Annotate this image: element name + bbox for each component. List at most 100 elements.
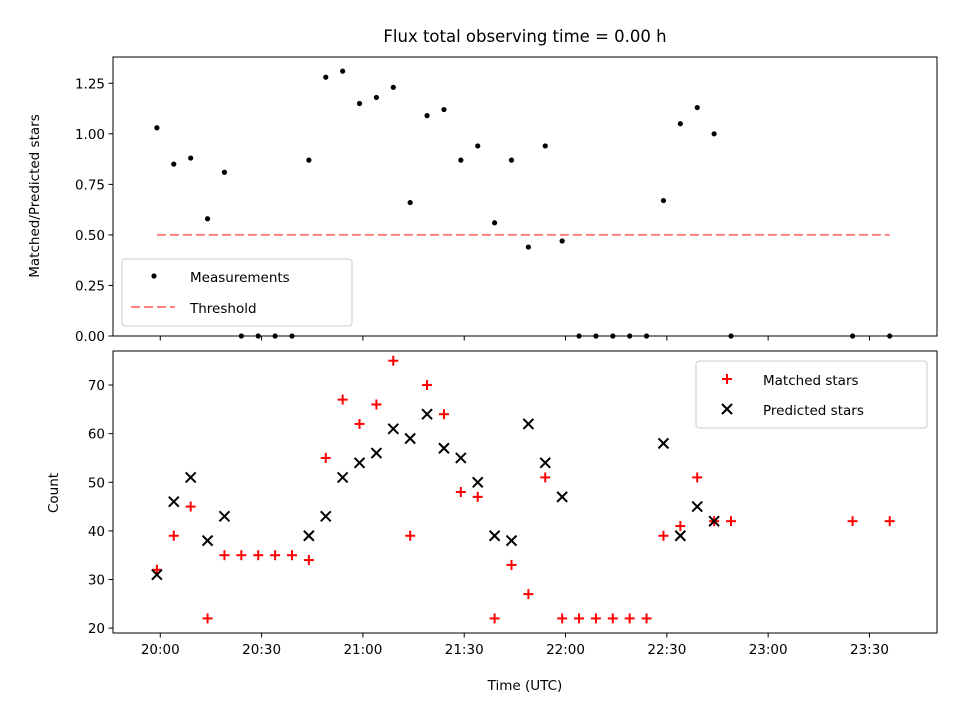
bottom-xtick-label: 23:00 — [749, 642, 788, 658]
predicted-point-b — [472, 476, 484, 488]
matched-point — [185, 501, 196, 512]
matched-point — [286, 550, 297, 561]
predicted-point — [168, 496, 180, 508]
predicted-point-b — [674, 530, 687, 542]
predicted-point-b — [539, 457, 551, 469]
bottom-ytick-label: 20 — [88, 621, 105, 637]
predicted-point-b — [336, 471, 349, 484]
predicted-point-b — [505, 534, 518, 547]
bottom-ytick-label: 30 — [88, 573, 105, 589]
measurement-point — [492, 220, 498, 226]
legend-matched-label: Matched stars — [763, 373, 859, 389]
top-ylabel: Matched/Predicted stars — [27, 114, 43, 277]
matched-point — [253, 550, 264, 561]
matched-point — [303, 555, 314, 566]
measurement-point — [508, 157, 515, 163]
predicted-point-b — [387, 423, 400, 435]
bottom-xtick-label: 20:30 — [242, 642, 281, 658]
predicted-point — [184, 471, 197, 484]
predicted-point-b — [201, 534, 214, 547]
predicted-point-b — [218, 510, 231, 523]
bottom-panel: Count Time (UTC) 20 30 40 50 60 70 20:00 20:30… — [46, 350, 938, 694]
predicted-point-b — [320, 510, 332, 523]
measurement-point — [559, 238, 565, 244]
predicted-point-b — [691, 500, 703, 513]
predicted-point — [657, 437, 670, 450]
predicted-point — [404, 432, 416, 445]
matched-point — [388, 355, 399, 366]
legend-predicted-x-b — [721, 403, 733, 415]
measurement-point — [340, 68, 346, 74]
predicted-point — [674, 530, 687, 542]
matched-point — [624, 613, 635, 624]
predicted-point-b — [404, 432, 416, 445]
matched-point — [557, 613, 568, 624]
predicted-point — [421, 408, 433, 420]
measurement-point — [475, 143, 481, 149]
predicted-point-b — [438, 442, 450, 454]
legend-matched-plus — [722, 374, 732, 384]
matched-point — [523, 589, 534, 600]
predicted-point — [455, 452, 467, 464]
legend-measurements-label: Measurements — [190, 270, 290, 286]
top-yticks: 0.00 0.25 0.50 0.75 1.00 1.25 — [75, 76, 113, 345]
bottom-axes-frame — [112, 350, 938, 634]
predicted-point — [303, 530, 315, 542]
matched-point — [489, 613, 500, 624]
top-series — [154, 68, 893, 339]
matched-point — [692, 472, 703, 483]
top-ytick-label: 1.25 — [75, 76, 105, 92]
predicted-point — [522, 418, 535, 430]
matched-point — [574, 613, 585, 624]
matched-point — [270, 550, 281, 561]
measurement-point — [660, 197, 667, 204]
predicted-point-b — [708, 515, 720, 527]
predicted-point-b — [488, 530, 501, 542]
measurement-point — [458, 157, 464, 163]
predicted-point — [556, 491, 568, 503]
top-panel: Flux total observing time = 0.00 h Match… — [27, 27, 938, 345]
predicted-point — [387, 423, 400, 435]
legend-predicted-marker — [721, 403, 733, 415]
predicted-point — [488, 530, 501, 542]
measurement-point — [188, 155, 194, 161]
legend-matched-marker — [722, 374, 732, 384]
predicted-point — [708, 515, 720, 527]
measurement-point — [204, 216, 211, 222]
matched-point — [219, 550, 230, 561]
matched-point — [405, 530, 416, 541]
bottom-ytick-label: 50 — [88, 475, 105, 491]
matched-point — [658, 530, 669, 541]
bottom-legend: Matched stars Predicted stars — [695, 360, 928, 429]
top-legend: Measurements Threshold — [121, 258, 353, 327]
predicted-point — [151, 568, 163, 581]
predicted-point — [201, 534, 214, 547]
measurement-point — [407, 199, 413, 206]
predicted-point — [218, 510, 231, 523]
matched-point — [438, 409, 449, 420]
matched-point — [675, 521, 686, 532]
predicted-point — [472, 476, 484, 488]
predicted-point-b — [370, 447, 383, 459]
matched-point — [641, 613, 652, 624]
matched-point — [422, 380, 433, 391]
matched-point — [151, 564, 162, 575]
bottom-ytick-label: 60 — [88, 427, 105, 443]
top-xticks — [159, 336, 870, 341]
top-legend-box — [121, 258, 353, 327]
predicted-point-b — [455, 452, 467, 464]
predicted-point-b — [184, 471, 197, 484]
bottom-xticks: 20:00 20:30 21:00 21:30 22:00 22:30 23:00 23:30 — [141, 633, 889, 658]
bottom-ytick-label: 70 — [88, 378, 105, 394]
matched-point — [202, 613, 213, 624]
matched-point — [371, 399, 382, 410]
bottom-xtick-label: 22:00 — [546, 642, 585, 658]
measurement-point — [323, 74, 329, 80]
predicted-point-b — [151, 568, 163, 581]
top-ytick-label: 0.00 — [75, 329, 105, 345]
bottom-xtick-label: 21:30 — [445, 642, 484, 658]
legend-threshold-label: Threshold — [189, 301, 257, 317]
bottom-legend-box — [695, 360, 928, 429]
measurement-point — [677, 121, 683, 127]
matched-point — [540, 472, 551, 483]
